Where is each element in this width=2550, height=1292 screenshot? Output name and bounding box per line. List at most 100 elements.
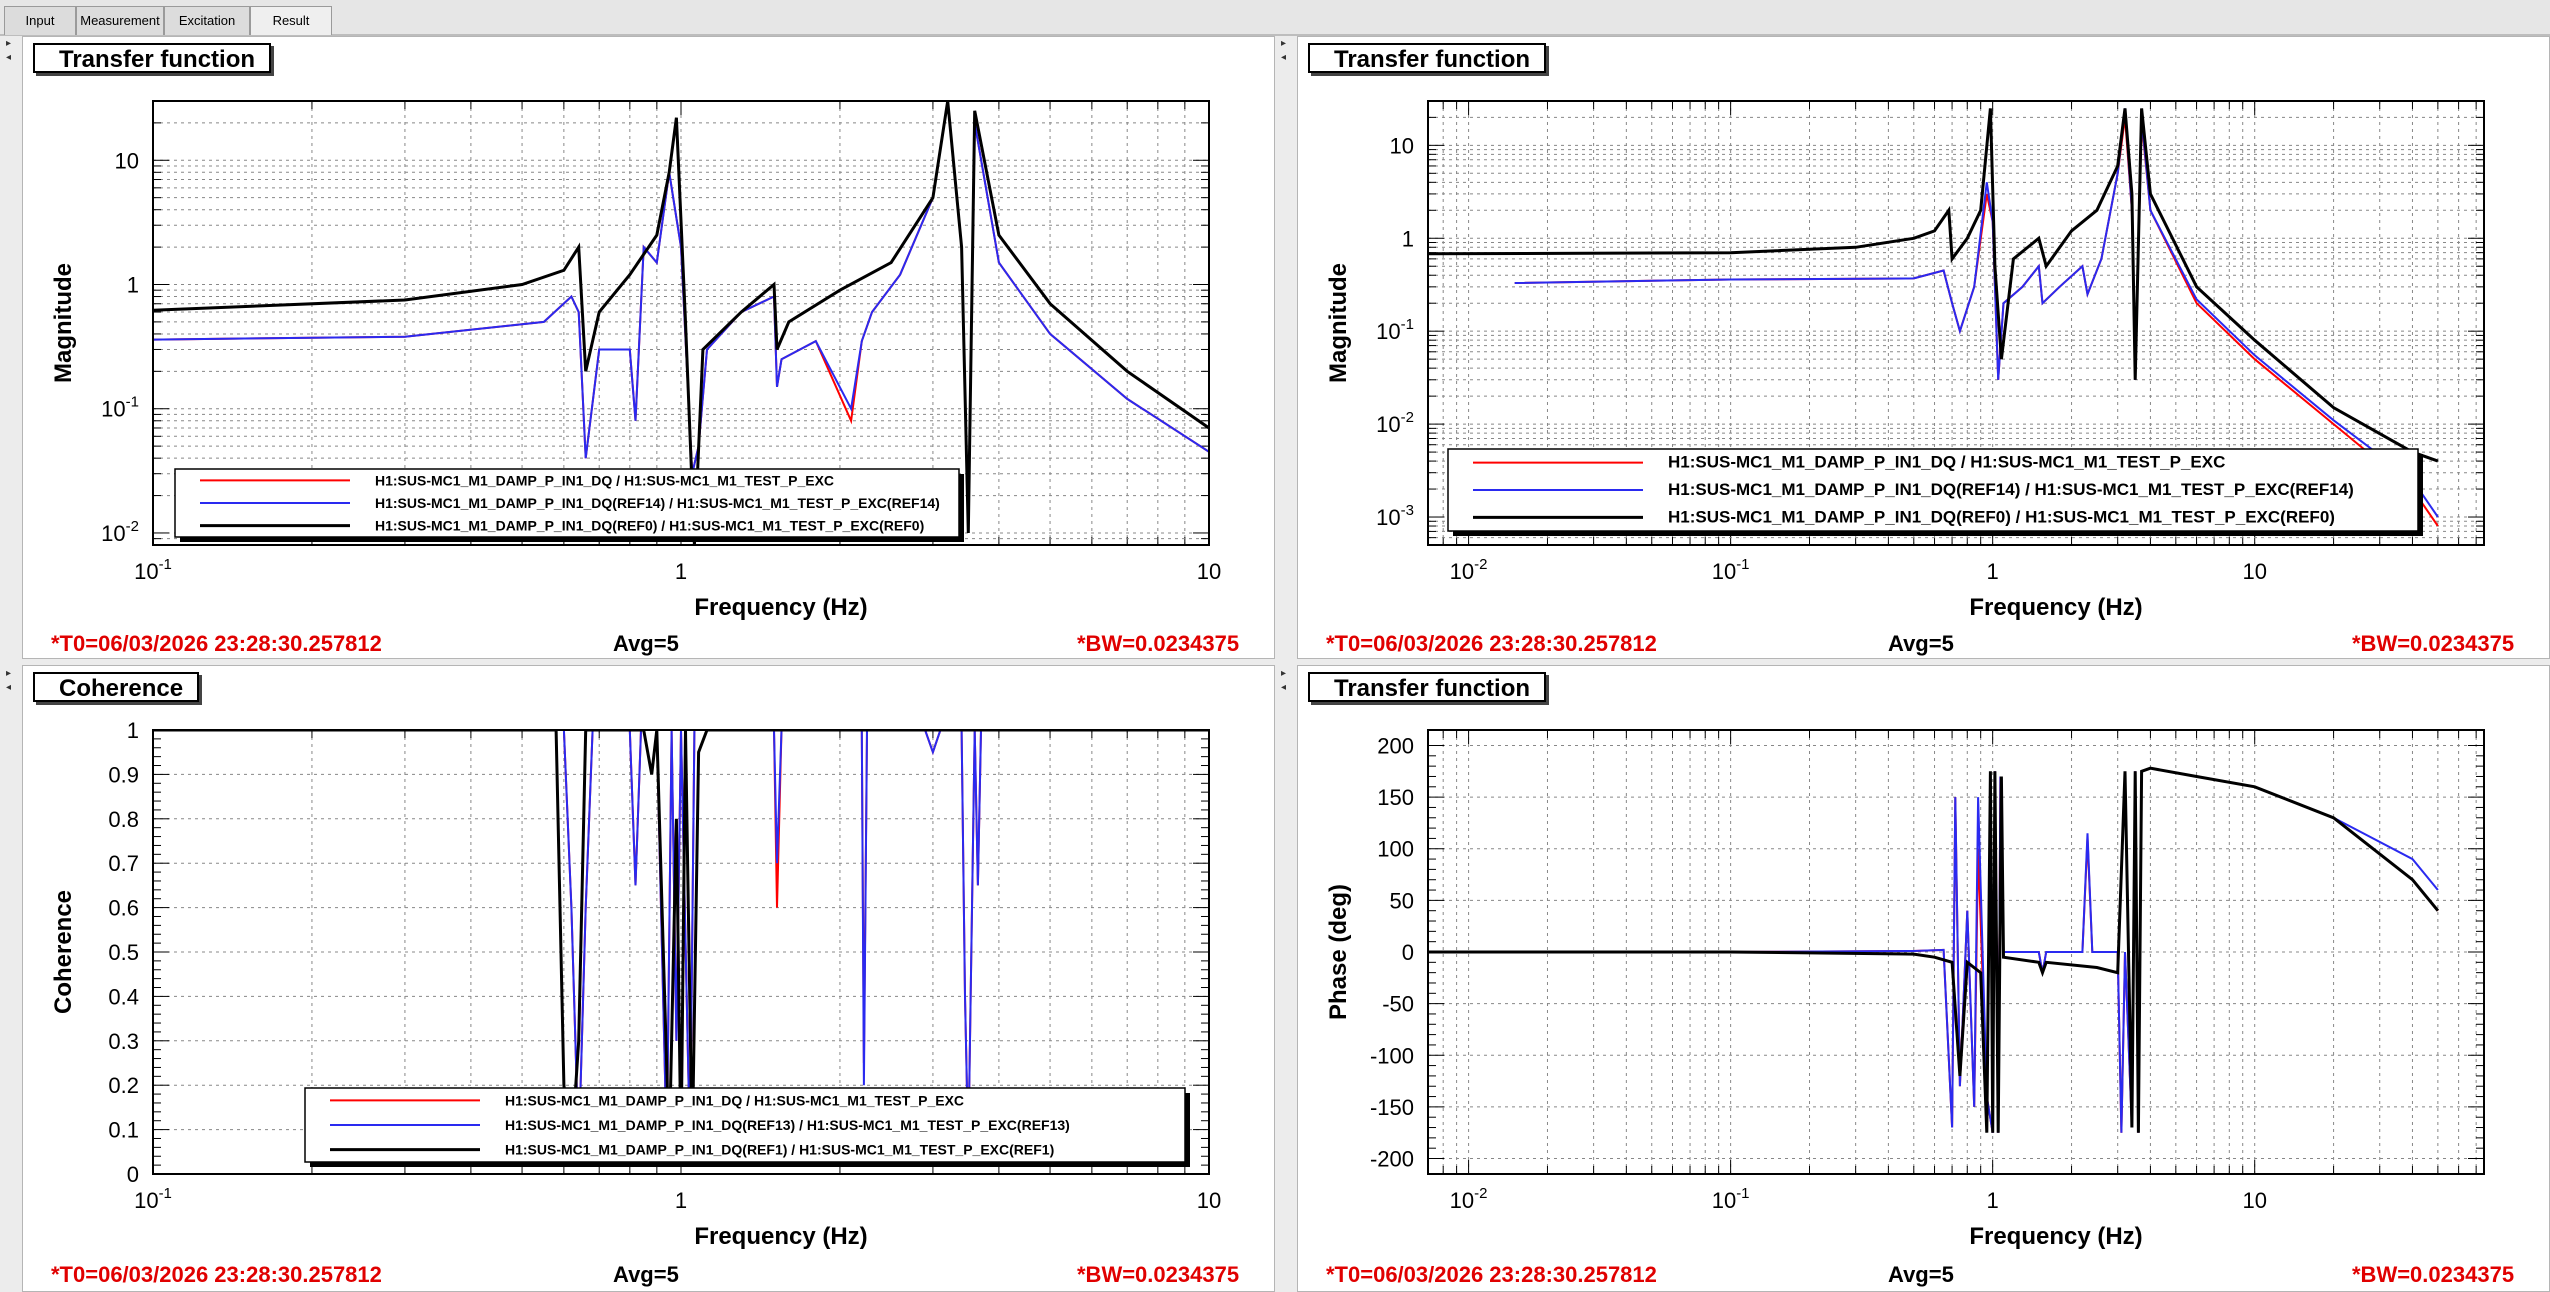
x-tick-label: 1 xyxy=(675,1188,687,1213)
legend-entry: H1:SUS-MC1_M1_DAMP_P_IN1_DQ / H1:SUS-MC1… xyxy=(505,1092,964,1108)
x-tick-label: 10-1 xyxy=(1712,556,1750,584)
x-tick-label: 1 xyxy=(1987,559,1999,584)
y-tick-label: -200 xyxy=(1370,1147,1414,1172)
series-line-black xyxy=(1428,766,2440,1133)
avg-label: Avg=5 xyxy=(613,631,679,656)
y-tick-label: 10-2 xyxy=(101,518,139,546)
t0-label: *T0=06/03/2026 23:28:30.257812 xyxy=(51,1262,382,1287)
x-tick-label: 10 xyxy=(1197,1188,1221,1213)
series-group xyxy=(1428,108,2439,527)
x-axis-title: Frequency (Hz) xyxy=(1969,1223,2142,1250)
x-tick-label: 10 xyxy=(1197,559,1221,584)
y-tick-label: 10-3 xyxy=(1376,502,1414,530)
avg-label: Avg=5 xyxy=(613,1262,679,1287)
avg-label: Avg=5 xyxy=(1888,631,1954,656)
y-tick-label: 0.7 xyxy=(108,851,139,876)
tab-measurement[interactable]: Measurement xyxy=(76,6,164,35)
y-tick-label: -50 xyxy=(1382,992,1414,1017)
bw-label: *BW=0.0234375 xyxy=(2352,1262,2515,1287)
x-tick-label: 10-1 xyxy=(134,556,172,584)
y-tick-label: -150 xyxy=(1370,1095,1414,1120)
tab-result[interactable]: Result xyxy=(250,6,332,35)
legend-entry: H1:SUS-MC1_M1_DAMP_P_IN1_DQ(REF14) / H1:… xyxy=(1668,480,2354,499)
legend-entry: H1:SUS-MC1_M1_DAMP_P_IN1_DQ / H1:SUS-MC1… xyxy=(1668,453,2225,472)
series-line-black xyxy=(153,101,1209,545)
y-tick-label: -100 xyxy=(1370,1043,1414,1068)
y-tick-label: 1 xyxy=(127,273,139,298)
collapse-arrow-icon[interactable]: ◂ xyxy=(1281,682,1287,693)
legend-entry: H1:SUS-MC1_M1_DAMP_P_IN1_DQ(REF0) / H1:S… xyxy=(1668,507,2335,526)
collapse-arrow-icon[interactable]: ▸ xyxy=(1281,668,1287,679)
x-axis-title: Frequency (Hz) xyxy=(694,594,867,621)
tab-excitation[interactable]: Excitation xyxy=(164,6,250,35)
t0-label: *T0=06/03/2026 23:28:30.257812 xyxy=(51,631,382,656)
x-tick-label: 10-1 xyxy=(1712,1185,1750,1213)
plot-frame xyxy=(1427,100,2485,546)
bw-label: *BW=0.0234375 xyxy=(2352,631,2515,656)
y-tick-label: 1 xyxy=(1402,226,1414,251)
x-tick-label: 1 xyxy=(675,559,687,584)
panel-title: Transfer function xyxy=(33,43,272,73)
y-tick-label: 0.2 xyxy=(108,1073,139,1098)
t0-label: *T0=06/03/2026 23:28:30.257812 xyxy=(1326,631,1657,656)
x-tick-label: 10 xyxy=(2242,1188,2266,1213)
collapse-arrow-icon[interactable]: ◂ xyxy=(6,52,12,63)
y-tick-label: 10-2 xyxy=(1376,409,1414,437)
x-axis-title: Frequency (Hz) xyxy=(1969,594,2142,621)
series-line-blue xyxy=(153,730,1209,1152)
y-tick-label: 0 xyxy=(127,1162,139,1187)
x-axis-title: Frequency (Hz) xyxy=(694,1223,867,1250)
tab-input[interactable]: Input xyxy=(4,6,76,35)
y-axis-title: Magnitude xyxy=(50,263,77,383)
y-tick-label: 0 xyxy=(1402,940,1414,965)
x-tick-label: 10-2 xyxy=(1450,556,1488,584)
series-line-blue xyxy=(1514,108,2439,518)
y-tick-label: 0.1 xyxy=(108,1118,139,1143)
plot-panel-top-right: 10-2 10-1 1 10 10-3 10-2 10-1 1 10 Frequency (Hz)… xyxy=(1297,36,2550,659)
panel-title: Coherence xyxy=(33,672,200,702)
plot-panel-top-left: 10-1 1 10 10-2 10-1 1 10 Frequency (Hz) Magnitud… xyxy=(22,36,1275,659)
legend-entry: H1:SUS-MC1_M1_DAMP_P_IN1_DQ(REF0) / H1:S… xyxy=(375,518,924,534)
y-tick-label: 50 xyxy=(1390,888,1414,913)
transfer-function-phase-chart: 10-2 10-1 1 10 -200 -150 -100 -50 0 50 100 150 200 Fr… xyxy=(1325,729,2485,1250)
y-tick-label: 200 xyxy=(1377,733,1414,758)
collapse-arrow-icon[interactable]: ▸ xyxy=(6,668,12,679)
y-tick-label: 10-1 xyxy=(1376,316,1414,344)
y-tick-label: 100 xyxy=(1377,837,1414,862)
y-axis-title: Magnitude xyxy=(1325,263,1352,383)
avg-label: Avg=5 xyxy=(1888,1262,1954,1287)
collapse-arrow-icon[interactable]: ◂ xyxy=(1281,52,1287,63)
x-tick-label: 10 xyxy=(2242,559,2266,584)
y-tick-label: 10 xyxy=(1390,133,1414,158)
x-tick-label: 1 xyxy=(1987,1188,1999,1213)
y-tick-label: 0.6 xyxy=(108,896,139,921)
series-group xyxy=(153,101,1209,545)
y-tick-label: 10 xyxy=(115,148,139,173)
y-tick-label: 0.8 xyxy=(108,807,139,832)
collapse-arrow-icon[interactable]: ▸ xyxy=(1281,38,1287,49)
plot-panel-bottom-left: 10-1 1 10 0 0.1 0.2 0.3 0.4 0.5 0.6 0.7 0.8 0.9 1 Freq… xyxy=(22,665,1275,1292)
transfer-function-magnitude-chart: 10-1 1 10 10-2 10-1 1 10 Frequency (Hz) Magnitud… xyxy=(50,100,1221,621)
plot-panel-bottom-right: 10-2 10-1 1 10 -200 -150 -100 -50 0 50 100 150 200 Fr… xyxy=(1297,665,2550,1292)
y-tick-label: 0.4 xyxy=(108,984,139,1009)
panel-title: Transfer function xyxy=(1308,672,1547,702)
series-line-black xyxy=(1428,108,2439,463)
y-tick-label: 0.5 xyxy=(108,940,139,965)
tab-bar: Input Measurement Excitation Result xyxy=(0,0,2550,36)
bw-label: *BW=0.0234375 xyxy=(1077,1262,1240,1287)
plot-frame xyxy=(152,100,1210,546)
bw-label: *BW=0.0234375 xyxy=(1077,631,1240,656)
legend-entry: H1:SUS-MC1_M1_DAMP_P_IN1_DQ(REF14) / H1:… xyxy=(375,495,940,511)
series-group xyxy=(1428,766,2440,1133)
collapse-arrow-icon[interactable]: ◂ xyxy=(6,682,12,693)
collapse-arrow-icon[interactable]: ▸ xyxy=(6,38,12,49)
y-tick-label: 10-1 xyxy=(101,394,139,422)
series-line-blue xyxy=(1428,767,2439,1133)
plot-frame xyxy=(1427,729,2485,1175)
plot-frame xyxy=(152,729,1210,1175)
x-tick-label: 10-1 xyxy=(134,1185,172,1213)
y-axis-title: Phase (deg) xyxy=(1325,884,1352,1020)
y-tick-label: 0.9 xyxy=(108,762,139,787)
legend-entry: H1:SUS-MC1_M1_DAMP_P_IN1_DQ / H1:SUS-MC1… xyxy=(375,472,834,488)
coherence-chart: 10-1 1 10 0 0.1 0.2 0.3 0.4 0.5 0.6 0.7 0.8 0.9 1 Freq… xyxy=(50,718,1221,1250)
